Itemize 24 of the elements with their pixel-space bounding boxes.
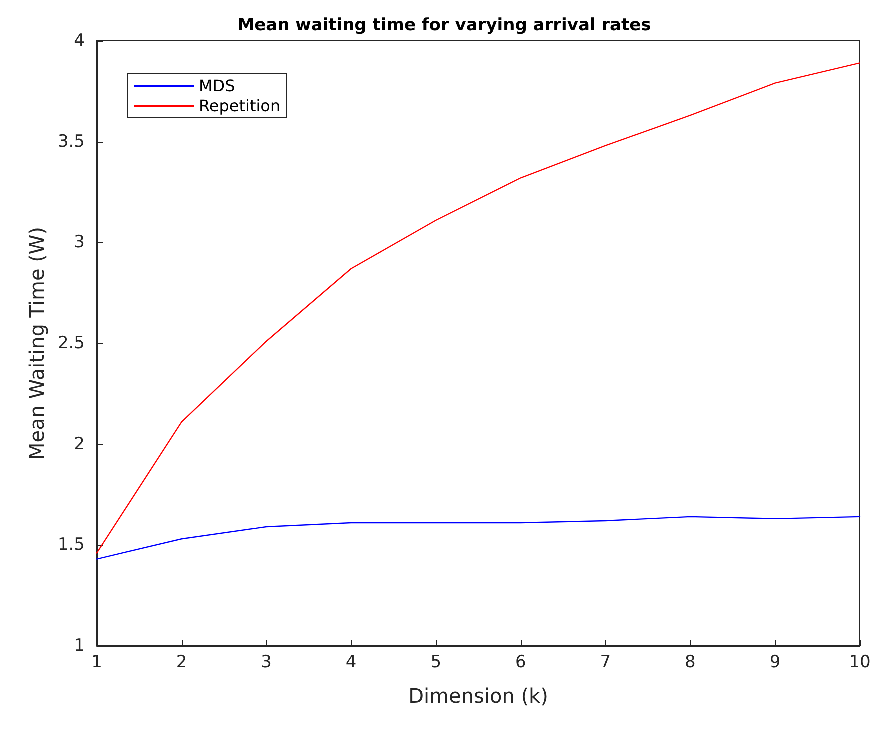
y-tick-label: 3.5 [58,132,85,152]
y-axis-title: Mean Waiting Time (W) [25,227,49,460]
x-tick-label: 4 [346,652,357,672]
y-tick-label: 1 [74,636,85,656]
x-tick-label: 8 [685,652,696,672]
x-tick-label: 6 [515,652,526,672]
x-tick-label: 9 [770,652,781,672]
x-axis-title: Dimension (k) [408,684,548,708]
x-tick-label: 5 [430,652,442,672]
y-tick-label: 2.5 [58,334,85,354]
legend-label: Repetition [199,96,281,116]
x-tick-label: 3 [261,652,272,672]
legend-label: MDS [199,76,236,96]
chart-title: Mean waiting time for varying arrival rates [238,16,652,36]
y-tick-label: 2 [74,434,85,454]
line-series [96,516,861,560]
x-tick-label: 1 [92,652,102,672]
y-tick-label: 3 [74,232,85,253]
y-tick-label: 1.5 [58,535,85,556]
x-tick-label: 2 [176,652,188,672]
line-series [96,62,861,554]
y-tick-label: 4 [74,31,85,51]
x-tick-label: 7 [600,652,612,672]
x-tick-label: 10 [849,652,871,672]
